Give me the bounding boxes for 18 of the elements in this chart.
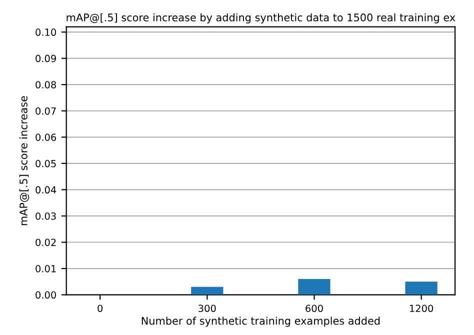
x-tick-label: 0 [98, 304, 103, 312]
x-tick-label: 600 [306, 304, 323, 312]
y-tick-label: 0.01 [36, 265, 56, 272]
y-tick-label: 0.05 [36, 160, 56, 168]
y-tick-label: 0.06 [36, 134, 56, 141]
y-tick-label: 0.10 [36, 28, 56, 36]
y-tick-label: 0.00 [36, 291, 56, 299]
y-tick-label: 0.03 [36, 212, 56, 220]
x-axis-title: Number of synthetic training examples added [142, 316, 380, 327]
chart-title: mAP@[.5] score increase by adding synthetic data to 1500 real training ex [66, 13, 456, 24]
y-tick-label: 0.04 [36, 186, 56, 194]
x-tick-label: 300 [198, 304, 216, 312]
y-tick-label: 0.07 [36, 107, 56, 115]
y-axis-title: mAP@[.5] score increase [19, 96, 30, 226]
x-tick-label: 1200 [410, 304, 434, 312]
y-tick-label: 0.08 [36, 81, 56, 88]
y-tick-label: 0.09 [36, 54, 56, 62]
y-tick-label: 0.02 [36, 238, 56, 246]
